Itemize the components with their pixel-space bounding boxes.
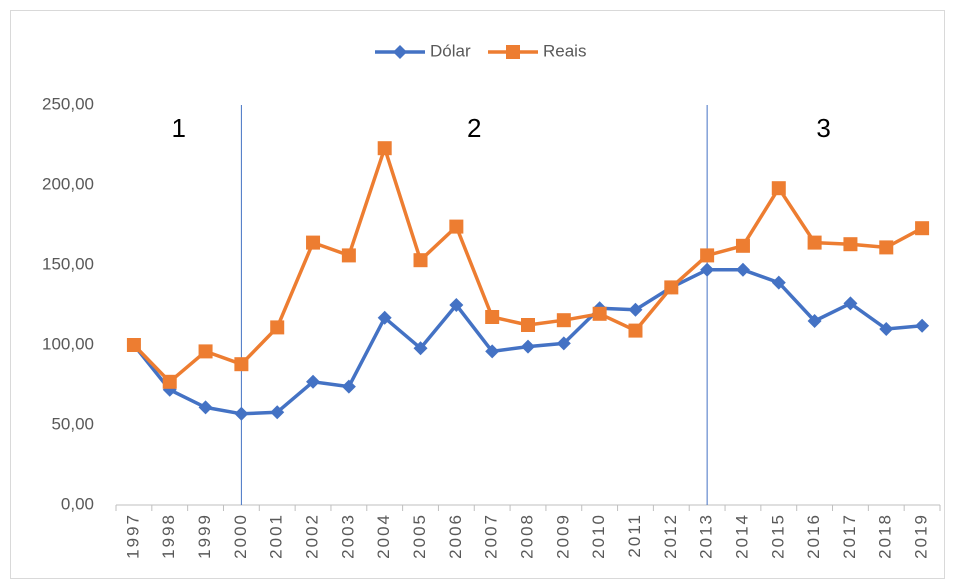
x-tick-label: 2016: [804, 513, 823, 559]
data-point: [377, 310, 392, 325]
chart-border: [10, 10, 945, 579]
data-point: [234, 357, 249, 372]
region-label: 3: [816, 113, 830, 143]
data-point: [521, 339, 535, 354]
data-point: [341, 379, 356, 394]
legend-marker: [393, 45, 407, 59]
data-point: [735, 262, 750, 277]
region-label: 1: [171, 113, 185, 143]
legend-label: Reais: [543, 41, 586, 60]
x-tick-label: 2010: [589, 513, 608, 559]
data-point: [413, 341, 428, 356]
data-point: [700, 248, 715, 263]
x-tick-label: 2012: [661, 513, 680, 559]
x-tick-label: 2006: [446, 513, 465, 559]
data-point: [306, 374, 321, 389]
data-point: [879, 322, 894, 336]
data-point: [198, 344, 213, 359]
data-point: [592, 306, 607, 321]
data-point: [270, 320, 285, 335]
data-point: [270, 405, 285, 420]
data-point: [807, 314, 822, 328]
x-tick-label: 2013: [697, 513, 716, 559]
data-point: [556, 313, 571, 328]
x-tick-label: 2007: [482, 513, 501, 559]
y-tick-label: 150,00: [42, 254, 94, 273]
data-point: [843, 237, 858, 252]
data-point: [879, 240, 894, 255]
x-tick-label: 2005: [410, 513, 429, 559]
data-point: [485, 344, 500, 359]
data-point: [628, 302, 643, 317]
data-point: [449, 298, 464, 312]
data-point: [771, 181, 786, 196]
data-point: [915, 221, 930, 236]
x-tick-label: 2000: [231, 513, 250, 559]
y-tick-label: 100,00: [42, 334, 94, 353]
x-tick-label: 2014: [732, 513, 751, 559]
data-point: [126, 338, 141, 352]
data-point: [628, 323, 643, 338]
x-tick-label: 2011: [625, 513, 644, 558]
data-point: [521, 318, 535, 332]
x-tick-label: 1998: [159, 513, 178, 559]
x-tick-label: 2002: [303, 513, 322, 559]
data-point: [915, 318, 930, 333]
data-point: [377, 141, 392, 156]
data-point: [843, 296, 858, 311]
x-tick-label: 2015: [768, 513, 787, 559]
x-tick-label: 2003: [338, 513, 357, 559]
data-point: [556, 336, 571, 351]
data-point: [449, 219, 464, 234]
y-tick-label: 0,00: [61, 494, 94, 513]
x-tick-label: 1997: [123, 513, 142, 559]
legend-label: Dólar: [430, 41, 471, 60]
x-tick-label: 2004: [374, 513, 393, 559]
data-point: [413, 253, 428, 268]
data-point: [341, 248, 356, 263]
x-tick-label: 2001: [267, 513, 286, 559]
data-point: [664, 280, 679, 295]
y-tick-label: 50,00: [51, 414, 94, 433]
region-label: 2: [467, 113, 481, 143]
data-point: [234, 406, 249, 421]
x-tick-label: 1999: [195, 513, 214, 559]
data-point: [306, 235, 321, 250]
x-tick-label: 2019: [912, 513, 931, 559]
x-tick-label: 2009: [553, 513, 572, 559]
x-tick-label: 2017: [840, 513, 859, 559]
data-point: [198, 400, 213, 415]
data-point: [735, 238, 750, 253]
data-point: [771, 275, 786, 290]
data-point: [485, 310, 500, 324]
legend-marker: [506, 45, 520, 59]
y-tick-label: 250,00: [42, 94, 94, 113]
data-point: [700, 262, 715, 277]
x-tick-label: 2008: [517, 513, 536, 559]
y-tick-label: 200,00: [42, 174, 94, 193]
data-point: [807, 235, 822, 250]
data-point: [162, 374, 177, 389]
x-tick-label: 2018: [876, 513, 895, 559]
